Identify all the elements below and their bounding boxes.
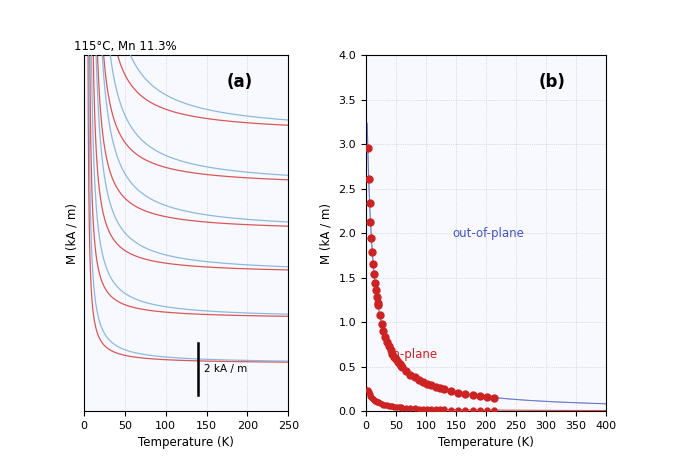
Text: in-plane: in-plane [390,348,438,361]
X-axis label: Temperature (K): Temperature (K) [138,437,234,450]
Y-axis label: M (kA / m): M (kA / m) [65,203,79,264]
Text: out-of-plane: out-of-plane [452,227,524,240]
Text: (a): (a) [227,73,253,91]
Y-axis label: M (kA / m): M (kA / m) [320,203,333,264]
X-axis label: Temperature (K): Temperature (K) [438,437,534,450]
Text: 115°C, Mn 11.3%: 115°C, Mn 11.3% [74,40,176,53]
Text: 2 kA / m: 2 kA / m [204,364,248,374]
Text: (b): (b) [538,73,565,91]
